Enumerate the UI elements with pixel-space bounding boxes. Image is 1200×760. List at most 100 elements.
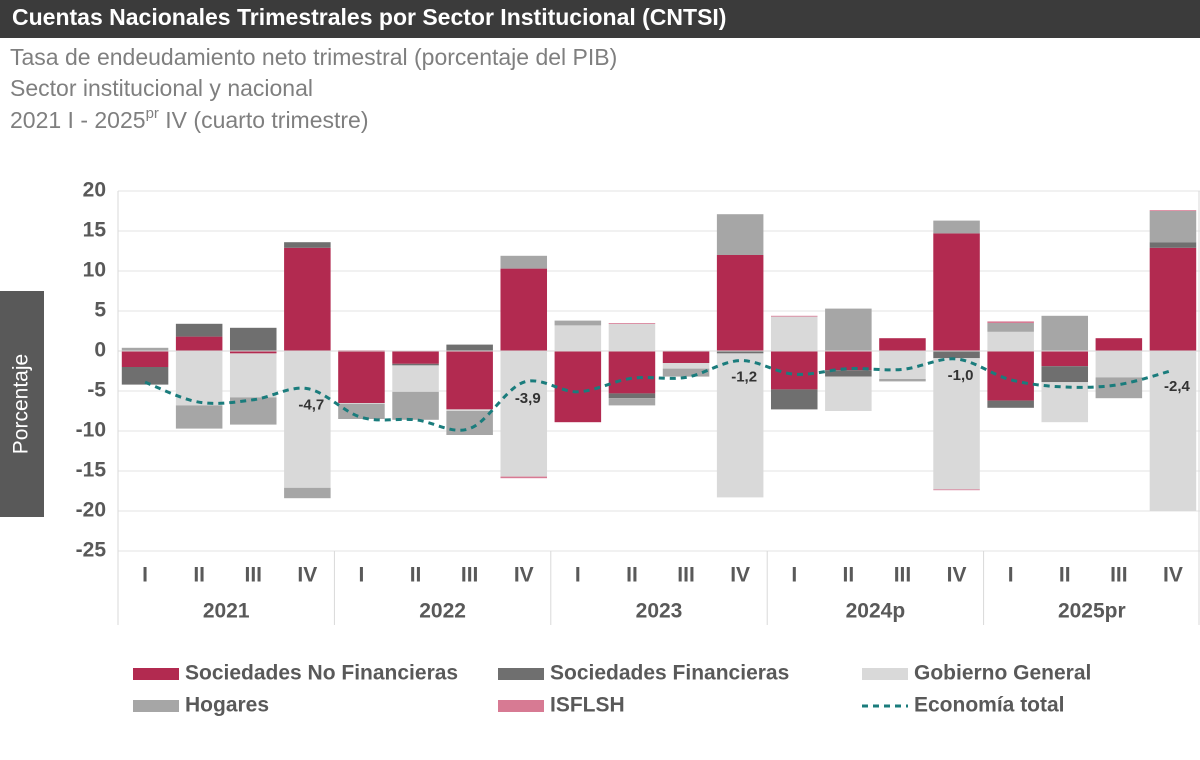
bar-segment	[284, 247, 331, 351]
bar-segment	[338, 403, 385, 404]
y-tick-label: 15	[83, 219, 107, 242]
bar-segment	[608, 323, 656, 351]
bar-segment	[608, 398, 656, 406]
bar-segment	[500, 268, 548, 351]
bar-segment	[1149, 351, 1197, 511]
bar-segment	[987, 351, 1034, 401]
y-label-box	[0, 291, 44, 517]
y-tick-label: -25	[76, 539, 107, 562]
bar-segment	[284, 487, 331, 499]
title-bar	[0, 0, 1200, 38]
x-tick-label: II	[410, 564, 422, 587]
bar-segment	[175, 405, 223, 429]
bar-segment	[987, 321, 1034, 323]
bar-segment	[1149, 211, 1197, 243]
x-tick-label: IV	[730, 564, 750, 587]
bar-segment	[338, 351, 385, 403]
bar-segment	[392, 363, 439, 366]
bar-segment	[770, 389, 818, 410]
bar-segment	[770, 316, 818, 351]
x-tick-label: III	[677, 564, 695, 587]
group-label: 2021	[203, 600, 250, 623]
bar-segment	[1095, 377, 1143, 399]
legend-label: Economía total	[914, 694, 1065, 717]
bar-segment	[554, 351, 602, 423]
y-tick-label: -5	[87, 379, 106, 402]
bar-segment	[825, 308, 872, 351]
legend-label: Gobierno General	[914, 662, 1091, 685]
chart-title: Cuentas Nacionales Trimestrales por Sect…	[12, 4, 726, 30]
data-label: -1,0	[948, 367, 974, 384]
bar-segment	[770, 315, 818, 317]
bar-segment	[825, 376, 872, 411]
bar-segment	[446, 351, 493, 410]
period-text: IV (cuarto trimestre)	[159, 107, 369, 133]
bar-segment	[1041, 351, 1089, 367]
group-label: 2024p	[846, 600, 906, 623]
data-label: -4,7	[298, 397, 324, 414]
bar-segment	[121, 351, 169, 367]
bar-segment	[608, 351, 656, 394]
bar-segment	[1149, 247, 1197, 351]
x-tick-label: I	[142, 564, 148, 587]
bar-segment	[229, 397, 277, 425]
bar-segment	[446, 344, 493, 351]
x-tick-label: IV	[947, 564, 967, 587]
x-tick-label: III	[244, 564, 262, 587]
bar-segment	[608, 323, 656, 324]
legend-swatch	[498, 700, 544, 712]
x-tick-label: II	[843, 564, 855, 587]
bar-segment	[1149, 210, 1197, 211]
bar-segment	[554, 320, 602, 326]
bar-segment	[175, 323, 223, 337]
bar-segment	[662, 351, 710, 363]
bar-segment	[175, 336, 223, 351]
period-text: 2021 I - 2025	[10, 107, 146, 133]
x-tick-label: IV	[514, 564, 534, 587]
y-tick-label: 5	[94, 299, 106, 322]
total-line	[144, 357, 1174, 432]
bar-segment	[554, 325, 602, 351]
y-tick-label: 10	[83, 259, 106, 282]
bar-segment	[933, 358, 980, 490]
y-tick-label: -10	[76, 419, 106, 442]
bar-segment	[500, 351, 548, 477]
x-tick-label: I	[791, 564, 797, 587]
y-tick-label: -20	[76, 499, 106, 522]
bar-segment	[608, 393, 656, 399]
y-tick-label: -15	[76, 459, 107, 482]
x-tick-label: III	[461, 564, 479, 587]
period: 2021 I - 2025pr IV (cuarto trimestre)	[10, 105, 369, 133]
bar-segment	[933, 220, 980, 234]
bar-segment	[987, 323, 1034, 332]
data-label: -1,2	[731, 369, 757, 386]
bar-segment	[284, 242, 331, 248]
legend-swatch	[498, 668, 544, 680]
bar-segment	[879, 379, 926, 382]
legend-label: Hogares	[185, 694, 269, 717]
bar-segment	[446, 409, 493, 411]
subtitle: Tasa de endeudamiento neto trimestral (p…	[10, 44, 617, 70]
legend-swatch	[133, 700, 179, 712]
bar-segment	[392, 365, 439, 392]
group-label: 2025pr	[1058, 600, 1126, 623]
bar-segment	[284, 351, 331, 488]
group-label: 2023	[636, 600, 683, 623]
bar-segment	[121, 367, 169, 385]
bar-segment	[825, 351, 872, 371]
bar-segment	[716, 255, 764, 351]
bar-segment	[933, 489, 980, 491]
bar-segment	[392, 351, 439, 364]
bar-segment	[338, 403, 385, 419]
legend-swatch	[862, 668, 908, 680]
x-tick-label: I	[575, 564, 581, 587]
bar-segment	[716, 214, 764, 255]
x-tick-label: I	[1008, 564, 1014, 587]
bar-segment	[1041, 315, 1089, 351]
bar-segment	[662, 368, 710, 377]
period-sup: pr	[146, 105, 159, 122]
subtitle: Sector institucional y nacional	[10, 75, 313, 101]
bar-segment	[1095, 338, 1143, 351]
bar-segment	[1149, 242, 1197, 248]
